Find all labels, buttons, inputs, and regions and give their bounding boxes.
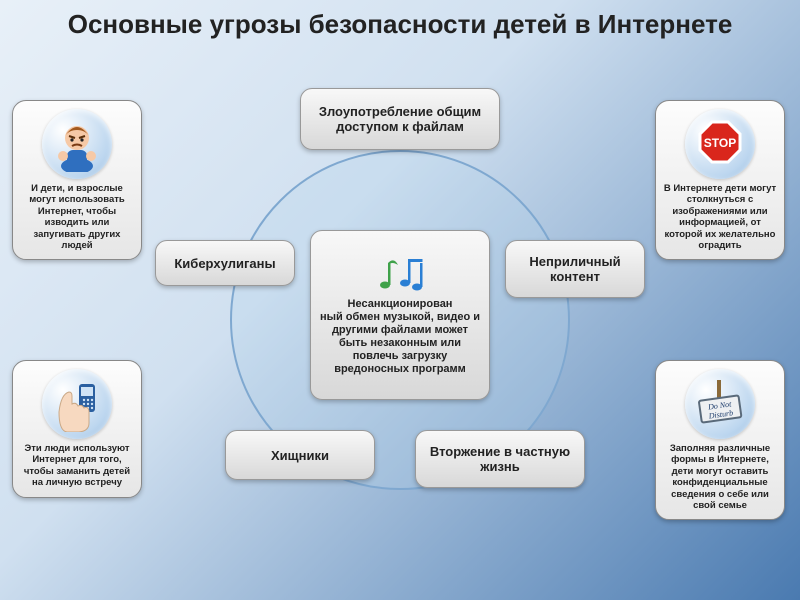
center-node: Несанкционирован ный обмен музыкой, виде… bbox=[310, 230, 490, 400]
ring-node-top: Злоупотребление общим доступом к файлам bbox=[300, 88, 500, 150]
angry-boy-icon bbox=[42, 109, 112, 179]
side-card-desc: Заполняя различные формы в Интернете, де… bbox=[662, 443, 778, 511]
ring-node-bottom-right: Вторжение в частную жизнь bbox=[415, 430, 585, 488]
side-card-top-left: И дети, и взрослые могут использовать Ин… bbox=[12, 100, 142, 260]
center-node-text: Несанкционирован ный обмен музыкой, виде… bbox=[319, 298, 481, 377]
ring-node-bottom-left: Хищники bbox=[225, 430, 375, 480]
side-card-bottom-left: Эти люди используют Интернет для того, ч… bbox=[12, 360, 142, 498]
page-title: Основные угрозы безопасности детей в Инт… bbox=[0, 0, 800, 46]
do-not-disturb-sign-icon: Do Not Disturb bbox=[685, 369, 755, 439]
side-card-desc: И дети, и взрослые могут использовать Ин… bbox=[19, 183, 135, 251]
side-card-desc: В Интернете дети могут столкнуться с изо… bbox=[662, 183, 778, 251]
diagram-stage: Злоупотребление общим доступом к файлам … bbox=[0, 70, 800, 600]
side-card-bottom-right: Do Not Disturb Заполняя различные формы … bbox=[655, 360, 785, 520]
svg-text:STOP: STOP bbox=[704, 136, 736, 150]
ring-node-left: Киберхулиганы bbox=[155, 240, 295, 286]
side-card-top-right: STOP В Интернете дети могут столкнуться … bbox=[655, 100, 785, 260]
side-card-desc: Эти люди используют Интернет для того, ч… bbox=[19, 443, 135, 489]
music-notes-icon bbox=[375, 253, 425, 297]
stop-sign-icon: STOP bbox=[685, 109, 755, 179]
ring-node-right: Неприличный контент bbox=[505, 240, 645, 298]
hand-phone-icon bbox=[42, 369, 112, 439]
